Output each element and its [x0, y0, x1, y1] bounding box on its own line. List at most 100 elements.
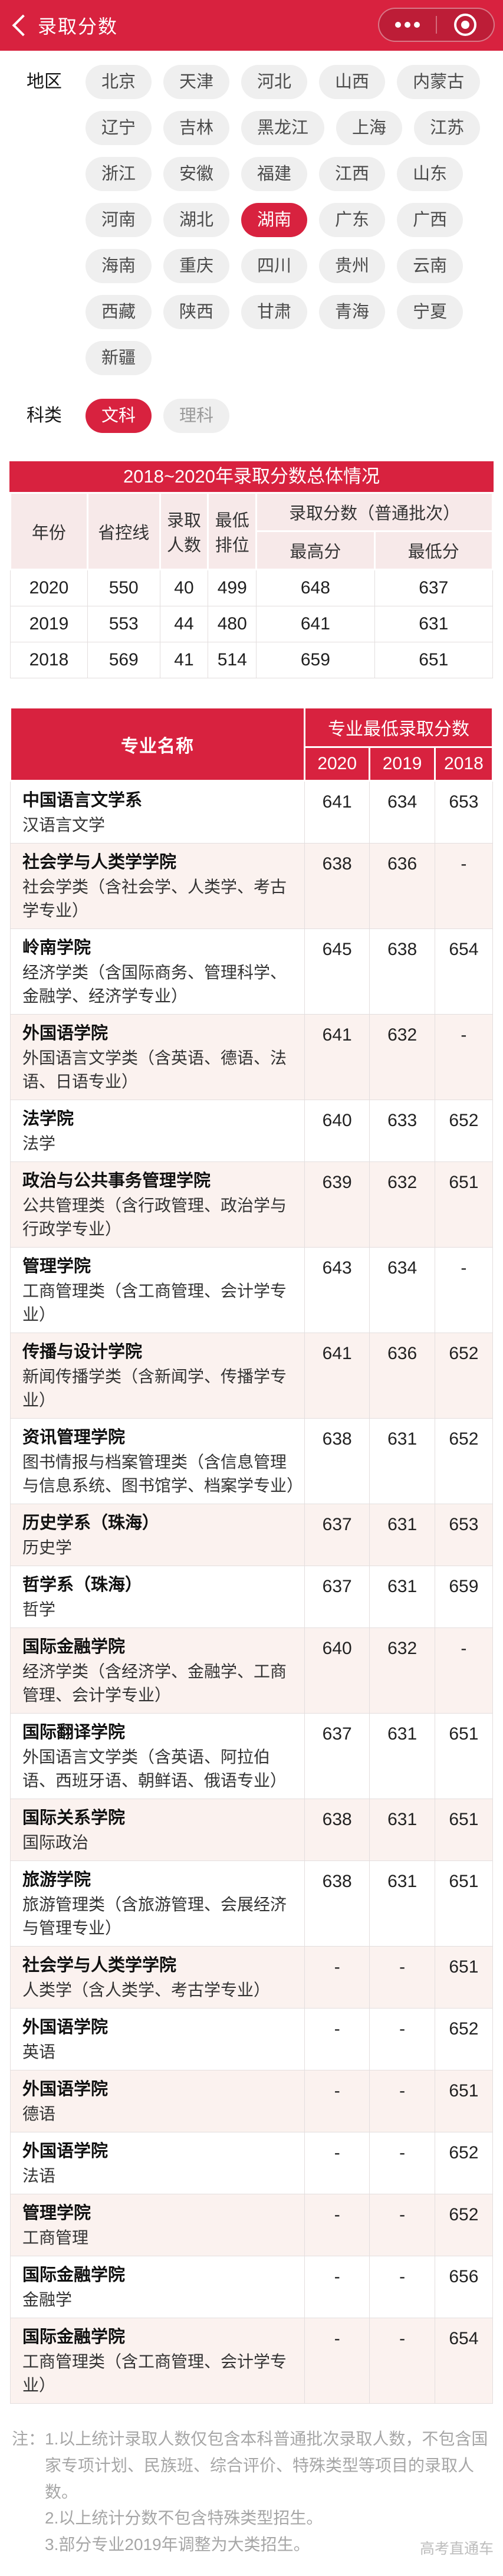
region-pill-江西[interactable]: 江西 — [319, 157, 386, 191]
region-pill-四川[interactable]: 四川 — [241, 249, 308, 283]
score-cell: - — [369, 2132, 435, 2194]
region-pill-辽宁[interactable]: 辽宁 — [86, 111, 152, 145]
region-pill-湖南[interactable]: 湖南 — [241, 203, 308, 237]
region-pill-江苏[interactable]: 江苏 — [414, 111, 481, 145]
score-cell: - — [304, 2132, 370, 2194]
major-name-cell: 历史学系（珠海） 历史学 — [10, 1504, 305, 1566]
summary-cell: 651 — [374, 642, 494, 678]
region-pill-甘肃[interactable]: 甘肃 — [241, 295, 308, 329]
majors-header-year-2019: 2019 — [369, 746, 436, 782]
score-cell: 638 — [304, 843, 370, 929]
back-icon — [12, 14, 34, 37]
score-cell: 651 — [434, 1946, 494, 2009]
major-name: 外国语言文学类（含英语、阿拉伯语、西班牙语、朝鲜语、俄语专业） — [22, 1748, 287, 1790]
region-pill-海南[interactable]: 海南 — [86, 249, 152, 283]
major-name: 工商管理类（含工商管理、会计学专业） — [22, 2352, 287, 2394]
college-name: 社会学与人类学学院 — [22, 1956, 177, 1975]
score-cell: 651 — [434, 2070, 494, 2132]
region-pill-重庆[interactable]: 重庆 — [163, 249, 230, 283]
region-pill-陕西[interactable]: 陕西 — [163, 295, 230, 329]
score-cell: - — [304, 2070, 370, 2132]
major-name: 社会学类（含社会学、人类学、考古学专业） — [22, 878, 287, 920]
score-cell: 654 — [434, 2318, 494, 2404]
summary-cell: 659 — [256, 642, 375, 678]
exit-target-icon — [454, 14, 476, 36]
major-name: 外国语言文学类（含英语、德语、法语、日语专业） — [22, 1049, 287, 1091]
major-row: 历史学系（珠海） 历史学 637 631 653 — [10, 1504, 494, 1566]
region-pill-安徽[interactable]: 安徽 — [163, 157, 230, 191]
region-pill-宁夏[interactable]: 宁夏 — [397, 295, 463, 329]
major-name-cell: 国际关系学院 国际政治 — [10, 1799, 305, 1861]
major-name: 历史学 — [22, 1538, 73, 1557]
major-name: 国际政治 — [22, 1833, 89, 1852]
region-pill-内蒙古[interactable]: 内蒙古 — [397, 65, 481, 99]
region-pill-西藏[interactable]: 西藏 — [86, 295, 152, 329]
college-name: 政治与公共事务管理学院 — [22, 1171, 211, 1190]
summary-header-min-score: 最低分 — [373, 530, 494, 570]
major-name-cell: 国际金融学院工商管理类（含工商管理、会计学专业） — [10, 2318, 305, 2404]
exit-button[interactable] — [437, 9, 494, 41]
more-button[interactable] — [379, 9, 436, 41]
major-row: 政治与公共事务管理学院 公共管理类（含行政管理、政治学与行政学专业） 639 632 6… — [10, 1161, 494, 1248]
college-name: 岭南学院 — [22, 938, 91, 957]
region-pill-天津[interactable]: 天津 — [163, 65, 230, 99]
major-name-cell: 国际金融学院 经济学类（含经济学、金融学、工商管理、会计学专业） — [10, 1627, 305, 1714]
score-cell: 637 — [304, 1504, 370, 1566]
subject-pill-list: 文科 理科 — [86, 399, 494, 433]
region-pill-新疆[interactable]: 新疆 — [86, 341, 152, 375]
summary-header-admit-count: 录取人数 — [159, 492, 209, 570]
notes-section: 注： 1.以上统计录取人数仅包含本科普通批次录取人数，不包含国家专项计划、民族班… — [12, 2426, 494, 2558]
region-pill-吉林[interactable]: 吉林 — [163, 111, 230, 145]
score-cell: 633 — [369, 1100, 435, 1162]
subject-pill-文科[interactable]: 文科 — [86, 399, 152, 433]
summary-row: 2018 569 41 514 659 651 — [10, 642, 494, 678]
score-cell: 652 — [434, 1100, 494, 1162]
major-row: 国际金融学院 金融学 - -656 — [10, 2256, 494, 2318]
score-cell: - — [434, 1247, 494, 1333]
region-pill-云南[interactable]: 云南 — [397, 249, 463, 283]
back-button[interactable] — [0, 0, 38, 51]
major-row: 中国语言文学系 汉语言文学 641 634 653 — [10, 780, 494, 844]
region-pill-山东[interactable]: 山东 — [397, 157, 463, 191]
region-pill-河北[interactable]: 河北 — [241, 65, 308, 99]
summary-cell: 499 — [208, 569, 257, 606]
score-cell: 638 — [304, 1799, 370, 1861]
major-name: 经济学类（含经济学、金融学、工商管理、会计学专业） — [22, 1662, 287, 1704]
score-cell: - — [369, 2008, 435, 2070]
major-name: 德语 — [22, 2105, 56, 2123]
majors-section: 专业名称 专业最低录取分数 2020 2019 2018 中国语言文学系 汉语言文… — [9, 707, 494, 2404]
region-pill-浙江[interactable]: 浙江 — [86, 157, 152, 191]
region-pill-河南[interactable]: 河南 — [86, 203, 152, 237]
major-name-cell: 外国语学院 英语 — [10, 2008, 305, 2070]
region-pill-list: 北京 天津 河北 山西 内蒙古辽宁 吉林 黑龙江 上海 江苏浙江 安徽 福建 江西 山东河南 湖北 湖南 广东… — [86, 65, 494, 375]
region-pill-青海[interactable]: 青海 — [319, 295, 386, 329]
score-cell: 643 — [304, 1247, 370, 1333]
region-pill-山西[interactable]: 山西 — [319, 65, 386, 99]
region-pill-贵州[interactable]: 贵州 — [319, 249, 386, 283]
major-row: 国际金融学院 经济学类（含经济学、金融学、工商管理、会计学专业） 640 632- — [10, 1627, 494, 1714]
major-row: 社会学与人类学学院 社会学类（含社会学、人类学、考古学专业） 638 636- — [10, 843, 494, 929]
major-name-cell: 外国语学院 外国语言文学类（含英语、德语、法语、日语专业） — [10, 1014, 305, 1100]
major-name-cell: 社会学与人类学学院 社会学类（含社会学、人类学、考古学专业） — [10, 843, 305, 929]
score-cell: - — [434, 1627, 494, 1714]
notes-prefix: 注： — [12, 2430, 45, 2448]
major-row: 外国语学院 德语 - -651 — [10, 2070, 494, 2132]
region-pill-广西[interactable]: 广西 — [397, 203, 463, 237]
major-row: 传播与设计学院 新闻传播学类（含新闻学、传播学专业） 641 636 652 — [10, 1333, 494, 1419]
score-cell: - — [304, 1946, 370, 2009]
score-cell: 641 — [304, 780, 370, 844]
region-pill-黑龙江[interactable]: 黑龙江 — [241, 111, 325, 145]
region-label: 地区 — [27, 72, 62, 91]
region-pill-广东[interactable]: 广东 — [319, 203, 386, 237]
score-cell: 632 — [369, 1014, 435, 1100]
score-cell: - — [434, 1014, 494, 1100]
college-name: 国际金融学院 — [22, 2328, 126, 2347]
score-cell: 653 — [434, 780, 494, 844]
major-name-cell: 外国语学院 法语 — [10, 2132, 305, 2194]
region-pill-福建[interactable]: 福建 — [241, 157, 308, 191]
major-name: 法语 — [22, 2167, 56, 2185]
region-pill-湖北[interactable]: 湖北 — [163, 203, 230, 237]
region-pill-北京[interactable]: 北京 — [86, 65, 152, 99]
subject-pill-理科[interactable]: 理科 — [163, 399, 230, 433]
region-pill-上海[interactable]: 上海 — [336, 111, 403, 145]
